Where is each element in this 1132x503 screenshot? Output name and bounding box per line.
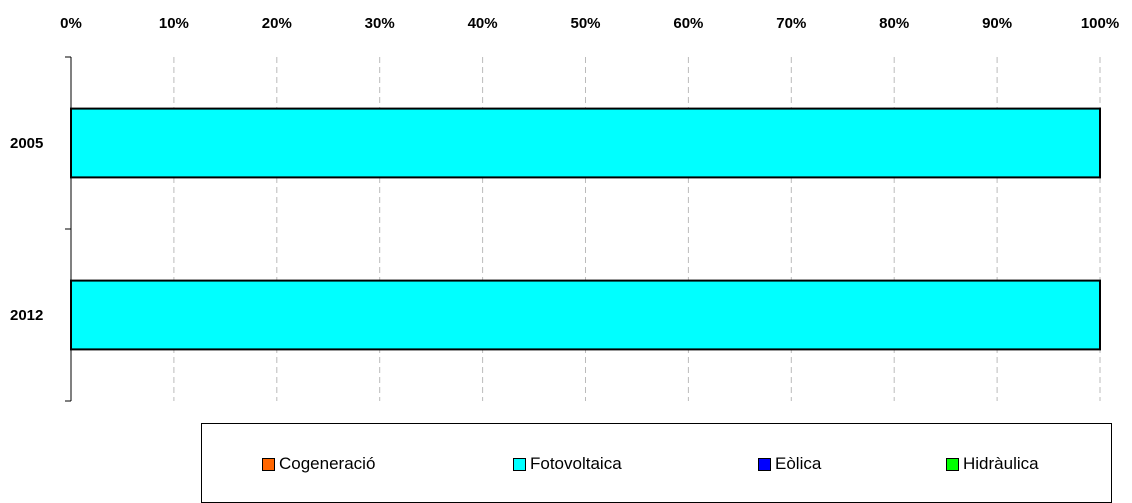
legend-label-cogeneracio: Cogeneració — [279, 454, 376, 473]
x-tick-label: 80% — [879, 15, 909, 32]
bar-2005 — [70, 107, 1101, 179]
legend-item-hidraulica: Hidràulica — [946, 454, 1039, 474]
x-tick-label: 50% — [570, 15, 600, 32]
legend-swatch-cogeneracio — [262, 457, 275, 471]
legend-item-fotovoltaica: Fotovoltaica — [513, 454, 622, 474]
legend-item-cogeneracio: Cogeneració — [262, 454, 375, 474]
x-tick-label: 30% — [365, 15, 395, 32]
legend-label-eolica: Eòlica — [775, 454, 822, 473]
category-label: 2012 — [10, 307, 43, 324]
x-tick-label: 10% — [159, 15, 189, 32]
category-label: 2005 — [10, 135, 43, 152]
legend-label-hidraulica: Hidràulica — [963, 454, 1039, 473]
legend-swatch-eolica — [758, 457, 771, 471]
x-tick-label: 70% — [776, 15, 806, 32]
legend-swatch-fotovoltaica — [513, 457, 526, 471]
legend-label-fotovoltaica: Fotovoltaica — [530, 454, 622, 473]
bar-2012 — [70, 279, 1101, 351]
x-tick-label: 40% — [468, 15, 498, 32]
legend-swatch-hidraulica — [946, 457, 959, 471]
legend-item-eolica: Eòlica — [758, 454, 821, 474]
x-tick-label: 20% — [262, 15, 292, 32]
x-tick-label: 60% — [673, 15, 703, 32]
x-tick-label: 100% — [1081, 15, 1119, 32]
x-tick-label: 90% — [982, 15, 1012, 32]
x-tick-label: 0% — [60, 15, 82, 32]
legend: Cogeneració Fotovoltaica Eòlica Hidràuli… — [201, 423, 1112, 503]
